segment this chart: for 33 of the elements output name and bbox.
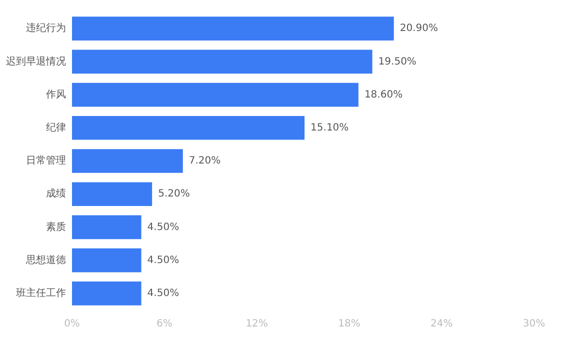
x-tick-label: 12% [246,318,268,330]
bar [72,215,142,240]
x-tick-label: 24% [430,318,453,330]
data-label: 20.90% [400,23,438,34]
data-label: 4.50% [147,222,180,233]
x-tick-label: 30% [522,318,546,330]
bar [72,149,183,173]
y-tick-label: 素质 [46,220,66,233]
data-label: 4.50% [147,254,180,266]
bar [72,16,394,40]
y-tick-label: 成绩 [46,188,66,200]
y-tick-label: 作风 [45,89,66,100]
bar [72,282,142,306]
x-tick-label: 6% [156,318,172,330]
data-label: 18.60% [364,89,403,100]
y-tick-label: 纪律 [46,121,66,134]
y-tick-label: 思想道德 [25,254,66,266]
y-tick-label: 违纪行为 [26,22,66,34]
bar [72,82,358,107]
bar [72,248,142,272]
y-tick-label: 班主任工作 [16,287,66,300]
x-tick-label: 18% [338,318,360,330]
bar [72,182,152,206]
x-tick-label: 0% [64,318,80,330]
bar [72,50,372,74]
data-label: 4.50% [147,288,180,300]
bar [72,116,305,140]
data-label: 15.10% [310,122,349,134]
y-tick-label: 迟到早退情况 [6,55,66,68]
data-label: 19.50% [378,56,416,68]
data-label: 5.20% [158,188,190,200]
data-label: 7.20% [188,156,221,167]
y-tick-label: 日常管理 [26,154,66,167]
